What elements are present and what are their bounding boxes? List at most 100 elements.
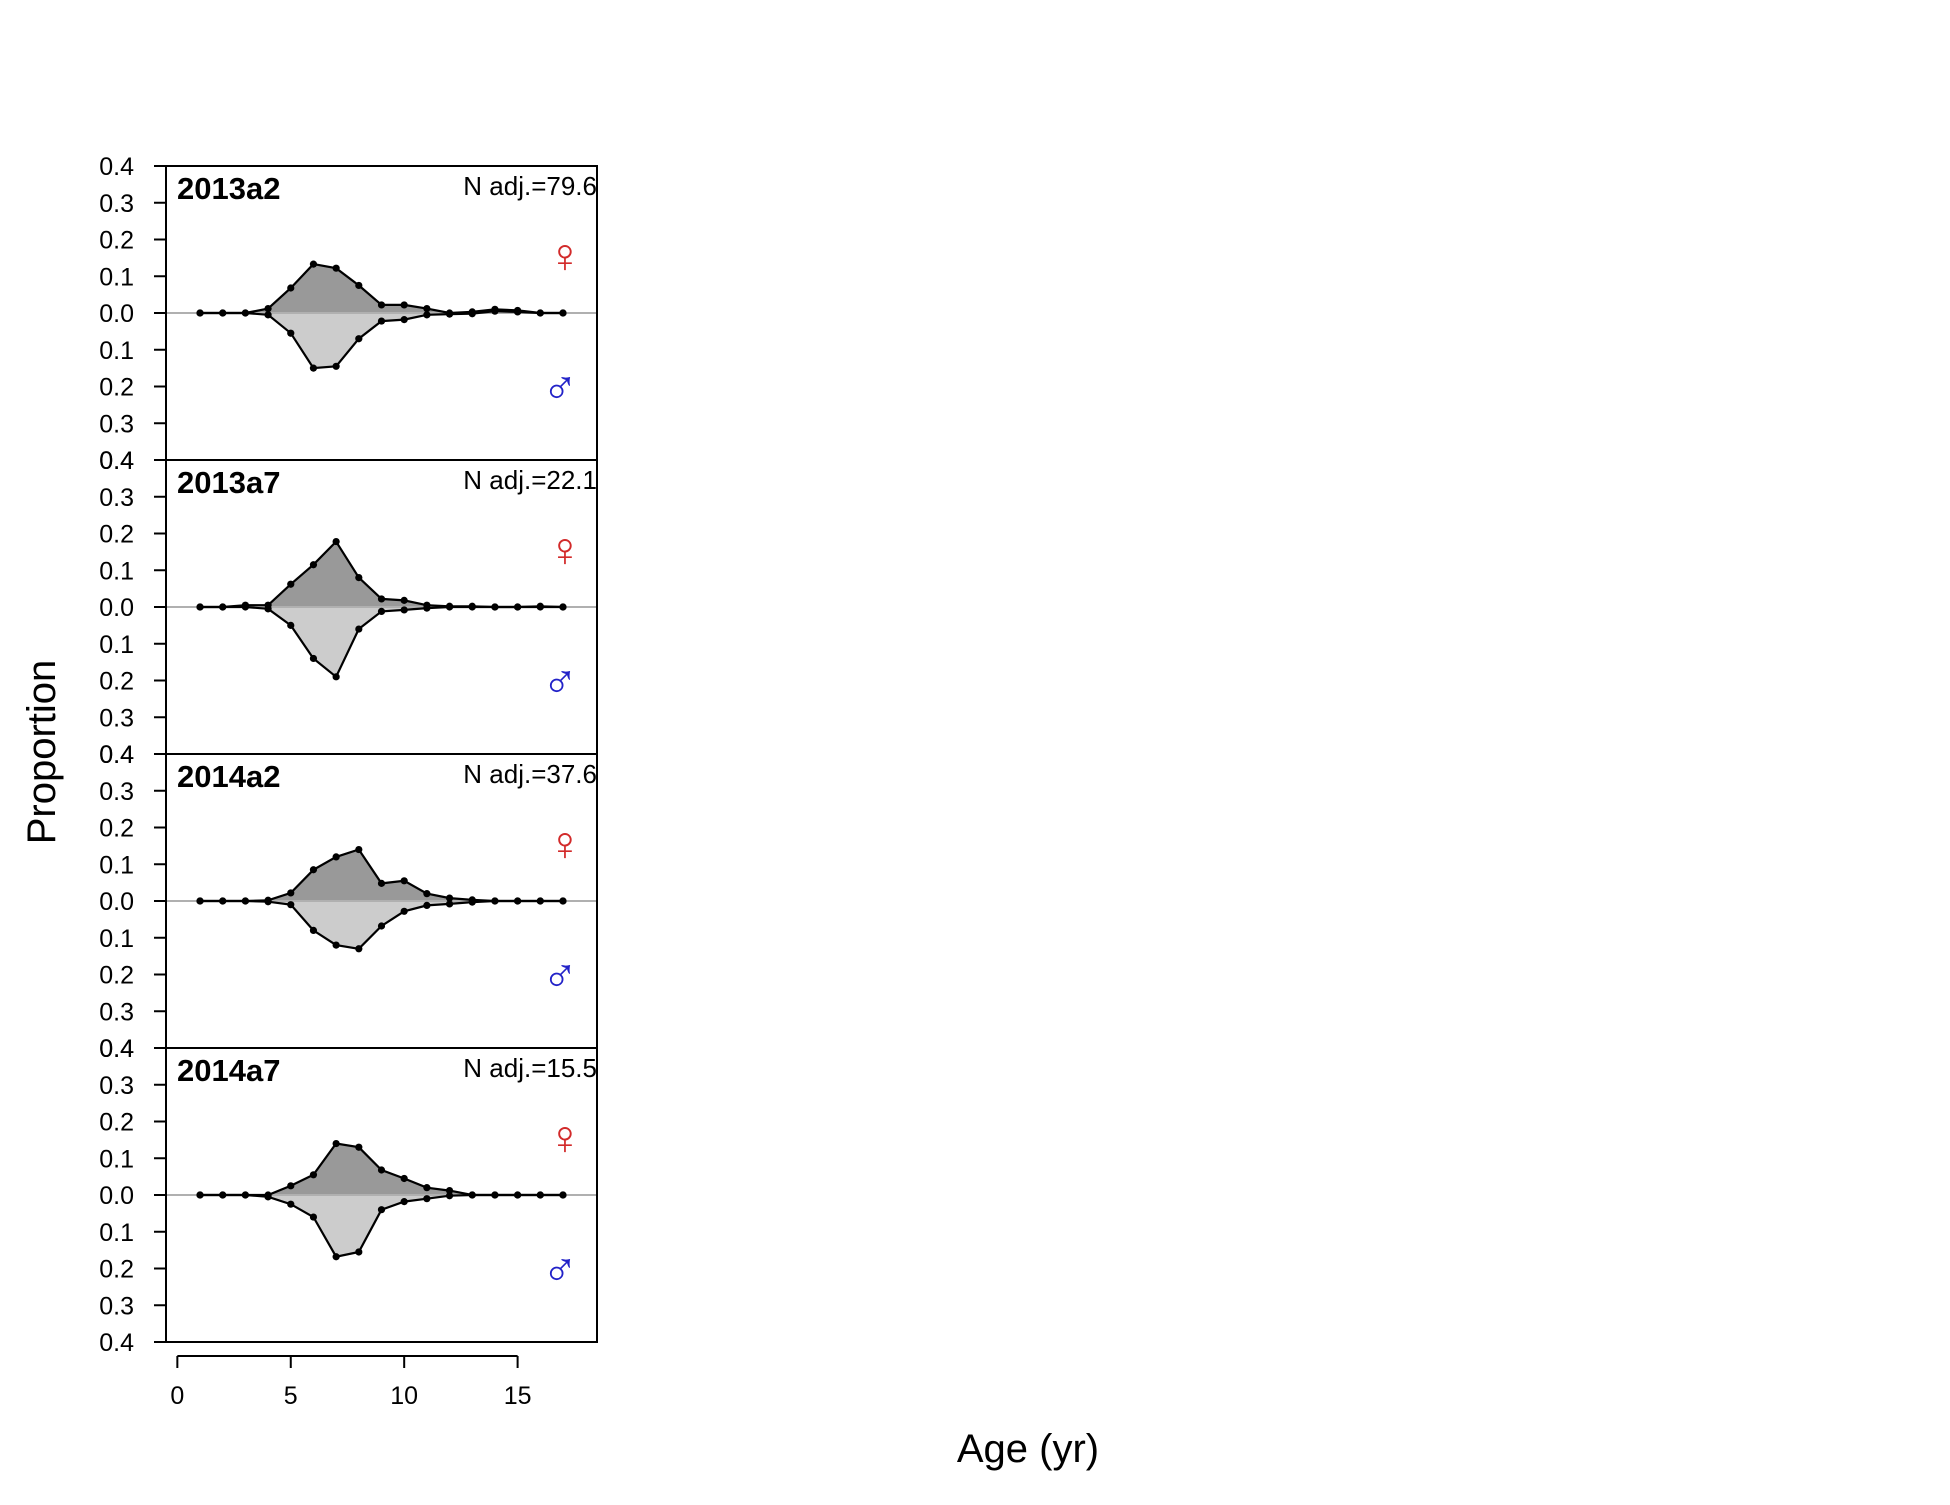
y-tick-label: 0.3	[99, 1072, 134, 1100]
male-point	[219, 309, 227, 317]
male-point	[219, 1191, 227, 1199]
y-tick-label: 0.3	[99, 410, 134, 438]
y-tick-label: 0.1	[99, 925, 134, 953]
male-point	[491, 1191, 499, 1199]
male-point	[241, 309, 249, 317]
female-point	[332, 853, 340, 861]
female-point	[400, 596, 408, 604]
panel-2014a2: 0.4 0.3 0.2 0.1 0.0 0.1 0.2 0.3 0.4 2014a2 N adj.=…	[99, 741, 598, 1063]
y-tick-label: 0.3	[99, 484, 134, 512]
female-point	[355, 845, 363, 854]
y-tick-label: 0.4	[99, 741, 134, 769]
female-point	[309, 866, 318, 874]
male-point	[445, 603, 454, 611]
male-area	[200, 311, 563, 369]
female-point	[423, 304, 431, 313]
x-tick-label: 0	[170, 1382, 184, 1410]
female-area	[200, 541, 563, 607]
panel-2013a2: 0.4 0.3 0.2 0.1 0.0 0.1 0.2 0.3 0.4 2013a2 N adj.=…	[99, 153, 598, 475]
male-point	[196, 1191, 204, 1199]
female-point	[264, 304, 272, 313]
male-point	[377, 1206, 386, 1214]
male-point	[309, 654, 318, 663]
female-symbol: ♀	[547, 1112, 583, 1165]
male-line	[200, 605, 563, 679]
male-point	[196, 309, 204, 317]
y-tick-label: 0.2	[99, 1256, 134, 1284]
male-point	[355, 1248, 363, 1256]
y-tick-label: 0.0	[99, 888, 134, 916]
female-point	[287, 1182, 295, 1190]
male-point	[514, 897, 522, 905]
male-point	[264, 898, 272, 906]
female-point	[332, 537, 340, 546]
female-point	[377, 879, 386, 887]
male-point	[423, 604, 431, 612]
y-tick-label: 0.2	[99, 815, 134, 843]
female-point	[445, 894, 454, 902]
male-point	[445, 900, 454, 908]
male-point	[287, 901, 295, 909]
male-point	[400, 316, 408, 324]
female-point	[332, 1139, 340, 1148]
panel-label: 2014a2	[177, 759, 280, 794]
male-point	[241, 1191, 249, 1199]
n-adj-label: N adj.=22.1	[463, 465, 597, 495]
female-point	[309, 260, 318, 268]
male-point	[514, 308, 522, 316]
y-tick-label: 0.4	[99, 153, 134, 181]
y-tick-label: 0.3	[99, 1292, 134, 1320]
male-area	[200, 607, 563, 677]
y-tick-label: 0.4	[99, 447, 134, 475]
male-point	[355, 945, 363, 953]
y-tick-label: 0.4	[99, 1035, 134, 1063]
female-point	[287, 284, 295, 292]
male-point	[468, 603, 476, 611]
female-symbol: ♀	[547, 818, 583, 871]
female-point	[309, 1171, 318, 1179]
female-point	[377, 1166, 386, 1174]
x-tick-label: 10	[390, 1382, 418, 1410]
n-adj-label: N adj.=15.5	[463, 1053, 597, 1083]
male-point	[219, 897, 227, 905]
male-point	[287, 329, 295, 337]
female-point	[400, 877, 408, 885]
n-adj-label: N adj.=79.6	[463, 171, 597, 201]
male-point	[309, 1213, 318, 1221]
x-tick-label: 5	[284, 1382, 298, 1410]
female-point	[355, 1143, 363, 1151]
male-point	[241, 897, 249, 905]
male-point	[536, 603, 544, 611]
male-point	[423, 901, 431, 910]
female-area	[200, 264, 563, 313]
y-tick-label: 0.2	[99, 962, 134, 990]
y-tick-label: 0.2	[99, 374, 134, 402]
male-point	[536, 1191, 544, 1199]
male-point	[355, 625, 363, 633]
male-point	[355, 335, 363, 343]
male-point	[468, 1191, 476, 1199]
male-point	[400, 907, 408, 915]
n-adj-label: N adj.=37.6	[463, 759, 597, 789]
male-point	[400, 1198, 408, 1206]
y-tick-label: 0.3	[99, 998, 134, 1026]
female-symbol: ♀	[547, 524, 583, 577]
male-point	[468, 310, 476, 318]
y-tick-label: 0.1	[99, 263, 134, 291]
male-point	[559, 603, 567, 611]
male-point	[287, 1200, 295, 1208]
panel-label: 2013a7	[177, 465, 280, 500]
male-point	[332, 673, 340, 681]
male-point	[536, 897, 544, 905]
male-point	[264, 605, 272, 613]
male-point	[491, 603, 499, 611]
female-point	[332, 264, 340, 272]
y-tick-label: 0.4	[99, 447, 134, 475]
y-tick-label: 0.0	[99, 300, 134, 328]
female-point	[445, 1186, 454, 1195]
male-point	[264, 1193, 272, 1201]
male-point	[264, 311, 272, 319]
male-point	[400, 606, 408, 614]
